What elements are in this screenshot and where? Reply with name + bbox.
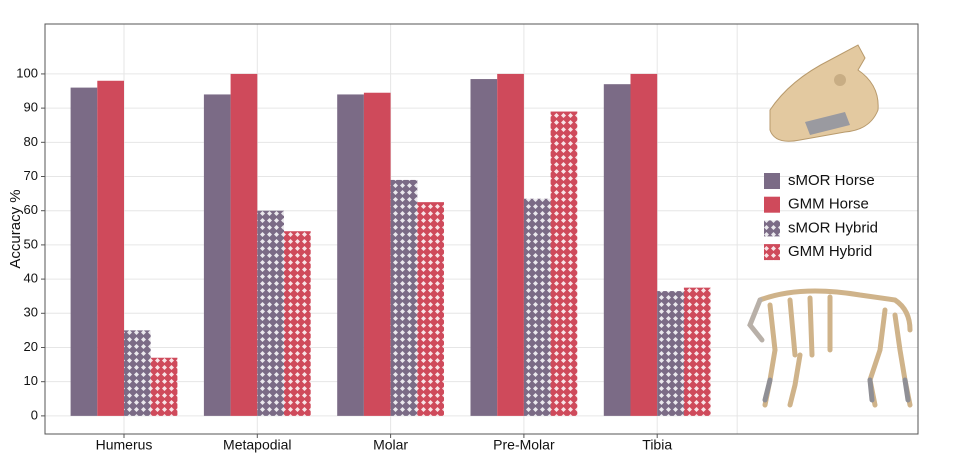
plot-area: 0 10 20 30 40 50 60 70 80 90 100 Humerus Metapodial M… [16, 24, 918, 453]
bar [70, 87, 98, 416]
x-tick-label: Molar [373, 437, 408, 453]
legend-label: sMOR Hybrid [788, 219, 878, 236]
skull-illustration [769, 44, 879, 142]
bar [630, 73, 658, 416]
legend-swatch [764, 244, 780, 261]
y-tick-label: 60 [24, 202, 38, 217]
bar [124, 330, 151, 416]
bar [203, 94, 231, 416]
x-tick-label: Metapodial [223, 437, 292, 453]
bar [603, 84, 631, 416]
bar [657, 291, 684, 416]
y-tick-label: 40 [24, 271, 38, 286]
bar [417, 202, 444, 416]
y-tick-label: 20 [24, 339, 38, 354]
x-tick-label: Humerus [96, 437, 153, 453]
panel-border [44, 23, 919, 435]
y-tick-label: 70 [24, 168, 38, 183]
legend-swatch [764, 220, 780, 237]
y-axis-label: Accuracy % [7, 189, 24, 268]
y-tick-label: 80 [24, 134, 38, 149]
bar [683, 287, 711, 416]
x-tick-label: Tibia [642, 437, 672, 453]
legend-label: GMM Hybrid [788, 243, 872, 260]
y-tick-label: 50 [24, 236, 38, 251]
bar [550, 111, 578, 416]
bar [523, 198, 551, 416]
bar [284, 231, 311, 416]
legend-label: sMOR Horse [788, 172, 875, 189]
bar [337, 94, 364, 416]
y-tick-label: 10 [24, 373, 38, 388]
legend-swatch [764, 173, 780, 189]
y-tick-label: 90 [24, 100, 38, 115]
bar [230, 73, 258, 416]
bar [97, 80, 124, 416]
legend-swatch [764, 196, 780, 213]
bar [257, 210, 284, 416]
y-tick-label: 30 [24, 305, 38, 320]
bar [497, 73, 524, 416]
legend-label: GMM Horse [788, 196, 869, 213]
x-tick-label: Pre-Molar [493, 437, 555, 453]
bar [390, 179, 418, 416]
bar [363, 92, 391, 416]
bar [470, 79, 498, 416]
bar [150, 357, 178, 416]
y-tick-label: 0 [31, 407, 38, 422]
skeleton-illustration [747, 288, 913, 408]
y-tick-label: 100 [16, 65, 38, 80]
